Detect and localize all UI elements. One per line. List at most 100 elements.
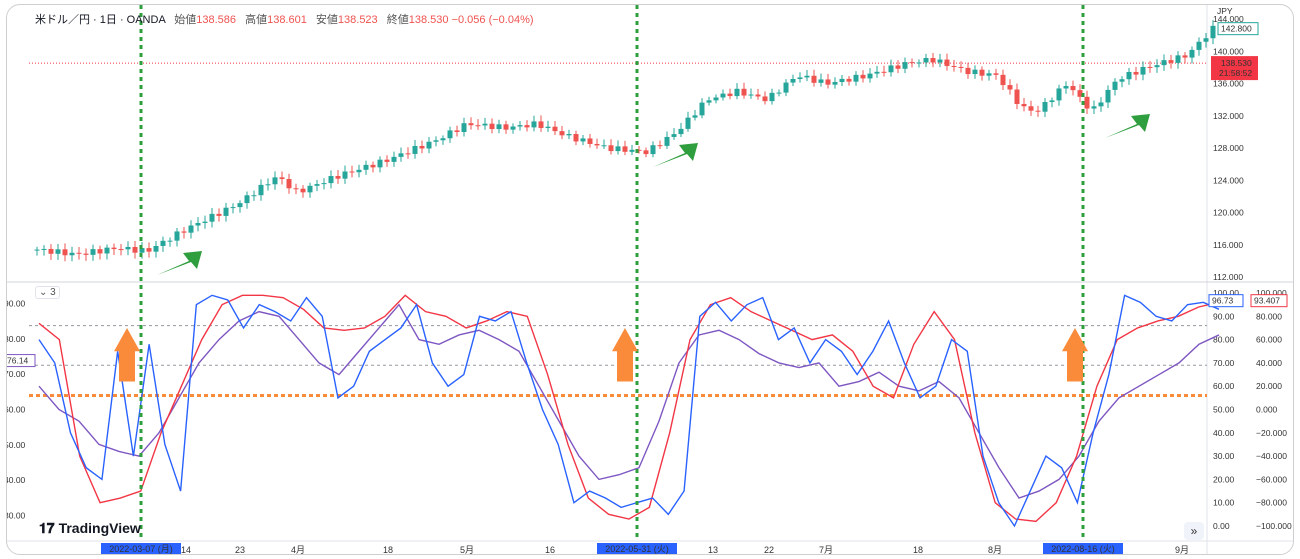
mid-scale-tick: 10.00 xyxy=(1213,498,1235,508)
candle-body xyxy=(1147,66,1153,68)
time-axis-label: 7月 xyxy=(819,545,833,554)
candle-body xyxy=(545,126,551,128)
indicator-line-blue xyxy=(38,294,1220,528)
candle-body xyxy=(377,159,383,168)
candle-body xyxy=(804,75,810,78)
candle-body xyxy=(244,195,250,204)
candle-body xyxy=(979,69,985,76)
left-scale-tick: 70.00 xyxy=(7,369,26,379)
mid-scale-tick: 80.00 xyxy=(1213,335,1235,345)
logo-text: TradingView xyxy=(58,520,141,536)
time-marker-box xyxy=(101,543,181,554)
candle-body xyxy=(1154,65,1160,68)
candle-body xyxy=(524,125,530,128)
mid-scale-tick: 100.00 xyxy=(1213,288,1239,298)
candle-body xyxy=(776,92,782,94)
candle-body xyxy=(734,88,740,97)
candle-body xyxy=(748,94,754,96)
candle-body xyxy=(818,79,824,83)
candle-body xyxy=(657,145,663,147)
candle-body xyxy=(76,252,82,254)
candle-body xyxy=(615,146,621,152)
candle-body xyxy=(678,128,684,135)
left-scale-tick: 60.00 xyxy=(7,405,26,415)
candle-body xyxy=(797,77,803,79)
candle-body xyxy=(132,246,138,253)
candle-body xyxy=(160,240,166,246)
time-marker-label: 2022-08-16 (火) xyxy=(1051,544,1115,554)
candle-body xyxy=(769,92,775,102)
candle-body xyxy=(622,146,628,152)
high-value: 138.601 xyxy=(267,14,307,26)
candle-body xyxy=(993,73,999,75)
indicator-line-red xyxy=(38,294,1220,523)
scroll-right-button[interactable]: » xyxy=(1184,522,1204,540)
candle-body xyxy=(601,145,607,147)
candle-body xyxy=(489,123,495,130)
candle-body xyxy=(930,58,936,63)
right-scale-tick: −20.000 xyxy=(1256,428,1287,438)
candle-body xyxy=(594,143,600,146)
candle-body xyxy=(41,248,47,250)
time-axis-label: 18 xyxy=(383,545,393,554)
candle-body xyxy=(881,71,887,73)
tradingview-logo[interactable]: 𝟏𝟕 TradingView xyxy=(39,520,141,537)
right-scale-tick: 60.000 xyxy=(1256,335,1282,345)
time-axis-label: 13 xyxy=(708,545,718,554)
right-badge-box xyxy=(1250,294,1288,308)
time-marker-label: 2022-03-07 (月) xyxy=(109,544,173,554)
indicator-line-purple xyxy=(38,303,1220,499)
candle-body xyxy=(272,177,278,185)
candle-body xyxy=(741,88,747,96)
candle-body xyxy=(83,253,89,255)
candle-body xyxy=(1091,106,1097,109)
price-tick-label: 128.000 xyxy=(1213,143,1244,153)
up-trend-arrow-icon xyxy=(653,143,698,167)
candle-body xyxy=(944,59,950,66)
mid-scale-tick: 90.00 xyxy=(1213,311,1235,321)
candle-body xyxy=(1161,60,1167,66)
mid-scale-tick: 50.00 xyxy=(1213,405,1235,415)
symbol-title[interactable]: 米ドル／円 · 1日 · OANDA xyxy=(35,14,166,26)
chart-canvas[interactable]: 144.000140.000136.000132.000128.000124.0… xyxy=(7,5,1293,554)
indicator-legend-toggle[interactable]: ⌄ 3 xyxy=(35,286,60,299)
candle-body xyxy=(1119,79,1125,82)
left-scale-tick: 80.00 xyxy=(7,334,26,344)
candle-body xyxy=(832,82,838,85)
candle-body xyxy=(314,184,320,186)
close-value: 138.530 xyxy=(408,14,449,26)
right-scale-tick: −80.000 xyxy=(1256,498,1287,508)
price-tick-label: 132.000 xyxy=(1213,111,1244,121)
candle-body xyxy=(475,125,481,127)
candle-body xyxy=(440,138,446,141)
candle-body xyxy=(104,247,110,254)
high-label: 高値 xyxy=(245,14,268,26)
symbol-header: 米ドル／円 · 1日 · OANDA 始値138.586 高値138.601 安… xyxy=(35,11,534,27)
price-tick-label: 140.000 xyxy=(1213,46,1244,56)
price-tick-label: 120.000 xyxy=(1213,208,1244,218)
time-axis-label: 5月 xyxy=(460,545,474,554)
candle-body xyxy=(454,130,460,132)
candle-body xyxy=(538,121,544,128)
candle-body xyxy=(580,138,586,142)
candle-body xyxy=(853,74,859,82)
candle-body xyxy=(1112,81,1118,90)
candle-body xyxy=(685,117,691,129)
candle-body xyxy=(496,124,502,130)
candle-body xyxy=(923,58,929,63)
mid-scale-tick: 40.00 xyxy=(1213,428,1235,438)
candle-body xyxy=(811,75,817,83)
candle-body xyxy=(356,169,362,173)
time-axis-label: 22 xyxy=(764,545,774,554)
candle-body xyxy=(300,188,306,193)
candle-body xyxy=(188,225,194,233)
open-value: 138.586 xyxy=(196,14,237,26)
candle-body xyxy=(531,121,537,128)
candle-body xyxy=(1070,86,1076,91)
low-value: 138.523 xyxy=(337,14,378,26)
candle-body xyxy=(146,248,152,252)
candle-body xyxy=(916,62,922,64)
candle-body xyxy=(328,176,334,184)
candle-body xyxy=(573,134,579,142)
candle-body xyxy=(692,115,698,118)
